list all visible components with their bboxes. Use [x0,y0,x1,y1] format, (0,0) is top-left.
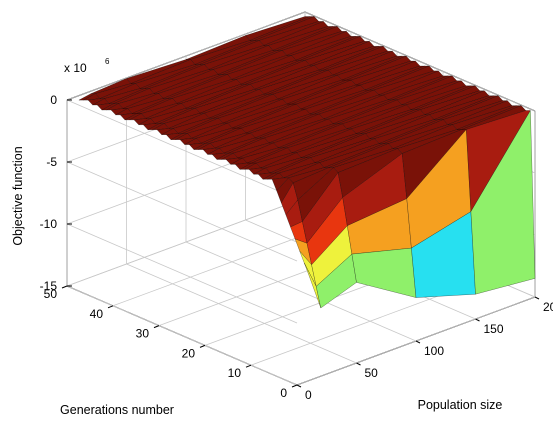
x-tick-label: 100 [424,344,444,358]
z-tick-label: -15 [40,279,58,293]
z-tick-label: -5 [46,155,57,169]
y-tick-label: 20 [182,346,196,360]
x-tick-label: 50 [365,366,379,380]
y-tick-mark [107,305,114,309]
y-axis-label: Generations number [60,403,174,417]
y-tick-labels: 0 10 20 30 40 50 [44,285,298,400]
x-tick-labels: 0 50 100 150 200 [296,296,553,402]
x-tick-mark [534,296,540,300]
grid-line [66,285,298,386]
z-multiplier-label: x 10 [64,61,87,75]
grid-line [66,197,306,287]
grid-line [66,223,298,324]
y-tick-mark [245,364,252,368]
y-tick-mark [61,285,68,289]
grid-line [185,241,417,342]
x-tick-mark [415,340,421,344]
z-tick-labels: -15 -10 -5 0 [40,93,72,293]
grid-line [66,161,298,262]
x-axis-label: Population size [418,398,503,412]
y-tick-label: 10 [228,366,242,380]
y-tick-mark [291,384,298,388]
x-tick-label: 150 [484,322,504,336]
y-tick-mark [153,325,160,329]
z-tick-label: -10 [40,217,58,231]
y-tick-label: 0 [280,386,287,400]
grid-line [126,263,357,364]
x-tick-mark [475,318,480,322]
z-tick-label: 0 [50,93,57,107]
y-tick-label: 30 [136,327,150,341]
z-multiplier-exponent: 6 [105,57,110,66]
x-tick-label: 200 [543,300,553,314]
surface-patch [351,247,417,298]
grid-line [66,11,306,101]
x-tick-mark [356,362,361,366]
surface-patch [470,110,536,295]
surface [78,16,536,309]
grid-line [304,11,536,112]
x-tick-label: 0 [305,388,312,402]
y-tick-label: 50 [44,287,58,301]
y-tick-mark [199,344,206,348]
y-tick-label: 40 [90,307,104,321]
x-tick-mark [296,384,302,388]
grid-line [66,99,298,200]
z-axis-label: Objective function [11,146,25,245]
